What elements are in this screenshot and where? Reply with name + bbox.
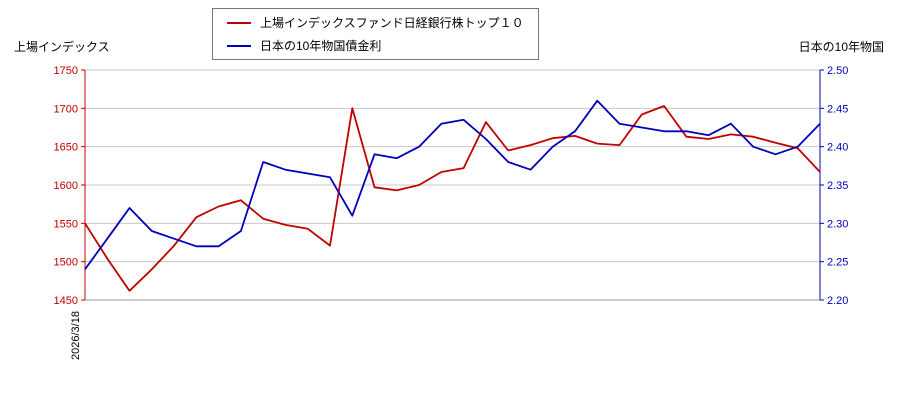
series-line-bond (84, 99, 821, 270)
right-axis-title: 日本の10年物国 (798, 40, 884, 54)
left-tick-label: 1450 (54, 295, 78, 307)
right-tick-label: 2.50 (827, 65, 848, 77)
bond-line-swatch-icon (227, 44, 251, 47)
series-line-fund (84, 105, 821, 292)
left-tick-label: 1550 (54, 218, 78, 230)
left-tick-label: 1600 (54, 180, 78, 192)
right-tick-label: 2.25 (827, 257, 848, 269)
left-tick-label: 1750 (54, 65, 78, 77)
legend-label-bond: 日本の10年物国債金利 (260, 39, 382, 53)
legend-item-fund: 上場インデックスファンド日経銀行株トップ１０ (227, 13, 524, 32)
fund-line-swatch-icon (227, 21, 251, 24)
legend-label-fund: 上場インデックスファンド日経銀行株トップ１０ (260, 16, 524, 30)
legend-item-bond: 日本の10年物国債金利 (227, 36, 524, 55)
right-tick-label: 2.30 (827, 218, 848, 230)
legend-box: 上場インデックスファンド日経銀行株トップ１０ 日本の10年物国債金利 (212, 8, 539, 60)
x-axis-date-label: 2026/3/18 (70, 311, 82, 360)
left-tick-label: 1650 (54, 142, 78, 154)
right-tick-label: 2.20 (827, 295, 848, 307)
right-tick-label: 2.35 (827, 180, 848, 192)
left-tick-label: 1700 (54, 103, 78, 115)
right-tick-label: 2.40 (827, 142, 848, 154)
left-axis-title: 上場インデックス (14, 40, 110, 54)
left-tick-label: 1500 (54, 257, 78, 269)
right-tick-label: 2.45 (827, 103, 848, 115)
